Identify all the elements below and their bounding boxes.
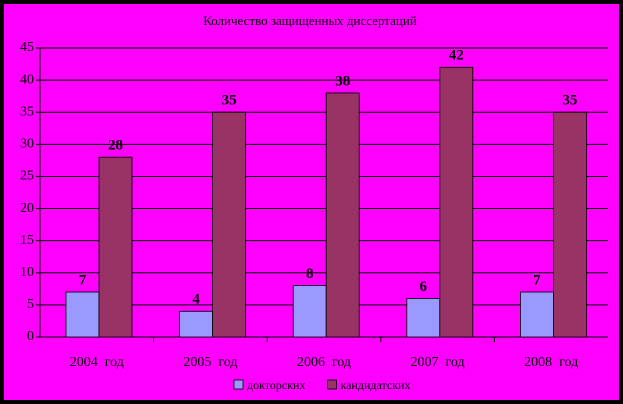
- bar: [65, 291, 100, 338]
- legend-swatch: [233, 379, 244, 390]
- bar: [520, 291, 554, 338]
- y-tick-label: 0: [27, 329, 34, 344]
- y-tick-label: 30: [20, 137, 34, 152]
- y-tick-label: 15: [20, 233, 34, 248]
- bar: [406, 298, 441, 338]
- bar: [212, 111, 247, 338]
- y-tick-label: 40: [20, 72, 34, 87]
- value-label: 4: [192, 292, 200, 308]
- y-tick-label: 5: [27, 297, 34, 312]
- value-label: 35: [562, 93, 577, 109]
- bar: [553, 111, 587, 338]
- bar: [179, 310, 214, 338]
- y-tick-label: 35: [20, 104, 34, 119]
- x-tick-label: 2004 год: [70, 355, 124, 370]
- value-label: 28: [108, 138, 123, 154]
- legend-label: докторских: [247, 378, 305, 392]
- bar: [292, 285, 327, 338]
- bar: [98, 156, 133, 338]
- x-tick-label: 2008 год: [524, 355, 578, 370]
- bar: [325, 92, 360, 338]
- y-tick-label: 45: [20, 40, 34, 55]
- y-tick-label: 25: [20, 169, 34, 184]
- x-tick-label: 2007 год: [411, 355, 465, 370]
- y-tick-label: 10: [20, 265, 34, 280]
- x-tick-label: 2005 год: [183, 355, 237, 370]
- value-label: 42: [449, 48, 464, 64]
- value-label: 8: [306, 266, 314, 282]
- x-tick-label: 2006 год: [297, 355, 351, 370]
- legend-label: кандидатских: [340, 378, 410, 392]
- value-label: 6: [420, 279, 428, 295]
- chart-title: Количество защищенных диссертаций: [203, 13, 417, 28]
- value-label: 38: [335, 73, 350, 89]
- bar: [439, 66, 474, 338]
- y-tick-label: 20: [20, 201, 34, 216]
- value-label: 7: [79, 272, 87, 288]
- legend-swatch: [327, 379, 337, 390]
- value-label: 35: [222, 93, 237, 109]
- value-label: 7: [533, 272, 541, 288]
